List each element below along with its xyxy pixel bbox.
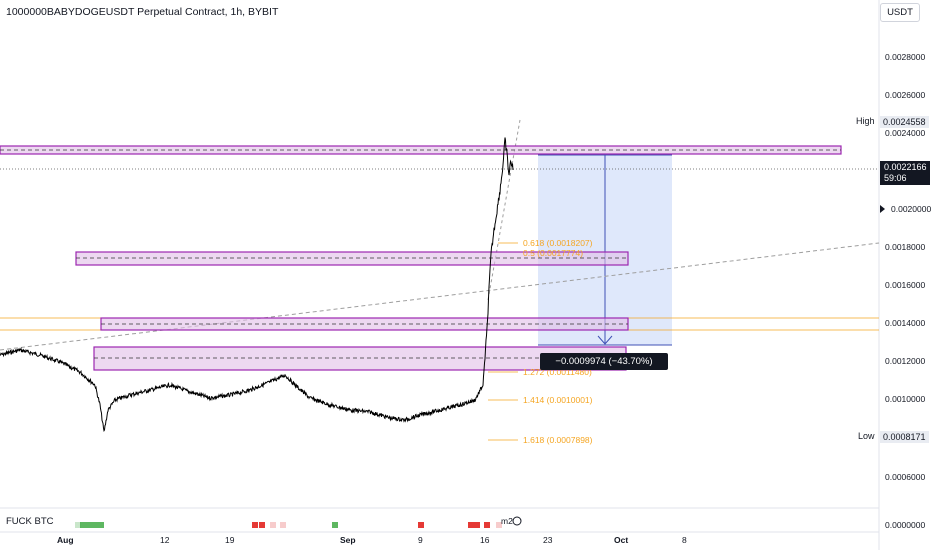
price-tick: 0.0016000	[885, 280, 925, 290]
indicator-bar	[98, 522, 104, 528]
indicator-bar	[474, 522, 480, 528]
indicator-bar	[468, 522, 474, 528]
indicator-bar	[418, 522, 424, 528]
zone-lower[interactable]	[100, 317, 629, 331]
high-value: 0.0024558	[880, 116, 929, 128]
price-tick: 0.0014000	[885, 318, 925, 328]
price-tick: 0.0028000	[885, 52, 925, 62]
currency-button[interactable]: USDT	[880, 3, 920, 22]
indicator-bar	[496, 522, 502, 528]
current-price: 0.0022166	[884, 162, 927, 172]
price-tick: 0.0018000	[885, 242, 925, 252]
time-tick: 12	[160, 535, 170, 545]
time-tick: 8	[682, 535, 687, 545]
indicator-bar	[92, 522, 98, 528]
price-tick: 0.0020000	[891, 204, 931, 214]
zone-top[interactable]	[0, 145, 842, 155]
indicator-bar	[270, 522, 276, 528]
high-label: High	[856, 116, 875, 126]
indicator-bar	[75, 522, 81, 528]
fib-label-1272: 1.272 (0.0011480)	[523, 367, 592, 377]
low-value: 0.0008171	[880, 431, 929, 443]
indicator-bar	[259, 522, 265, 528]
price-tick: 0.0026000	[885, 90, 925, 100]
time-tick: Oct	[614, 535, 628, 545]
low-label: Low	[858, 431, 875, 441]
time-tick: Aug	[57, 535, 74, 545]
indicator-bar	[252, 522, 258, 528]
price-tick: 0.0024000	[885, 128, 925, 138]
time-tick: Sep	[340, 535, 356, 545]
trend-line[interactable]	[0, 242, 880, 351]
time-tick: 16	[480, 535, 490, 545]
fib-label-1618: 1.618 (0.0007898)	[523, 435, 593, 445]
time-tick: 9	[418, 535, 423, 545]
time-tick: 23	[543, 535, 553, 545]
countdown: 59:06	[884, 173, 907, 183]
indicator-bar	[280, 522, 286, 528]
fib-label-0618: 0.618 (0.0018207)	[523, 238, 593, 248]
indicator-bars	[75, 522, 502, 528]
price-tick: 0.0012000	[885, 356, 925, 366]
chart-title: 1000000BABYDOGEUSDT Perpetual Contract, …	[6, 6, 279, 18]
price-pointer-icon	[880, 205, 885, 213]
fib-label-05: 0.5 (0.0017774)	[523, 248, 583, 258]
indicator-bar	[80, 522, 86, 528]
fib-label-1414: 1.414 (0.0010001)	[523, 395, 593, 405]
current-price-tag: 0.0022166 59:06	[880, 161, 930, 185]
measure-label: −0.0009974 (−43.70%) −9,974	[540, 353, 668, 384]
m2-label: m2	[501, 516, 513, 526]
price-tick: 0.0010000	[885, 394, 925, 404]
time-tick: 19	[225, 535, 235, 545]
price-series[interactable]	[0, 137, 514, 433]
indicator-name: FUCK BTC	[6, 516, 54, 527]
indicator-bar	[86, 522, 92, 528]
price-tick: 0.0000000	[885, 520, 925, 530]
indicator-bar	[484, 522, 490, 528]
measure-arrow-head	[597, 335, 613, 345]
m2-icon[interactable]	[512, 516, 522, 526]
price-tick: 0.0006000	[885, 472, 925, 482]
indicator-bar	[332, 522, 338, 528]
